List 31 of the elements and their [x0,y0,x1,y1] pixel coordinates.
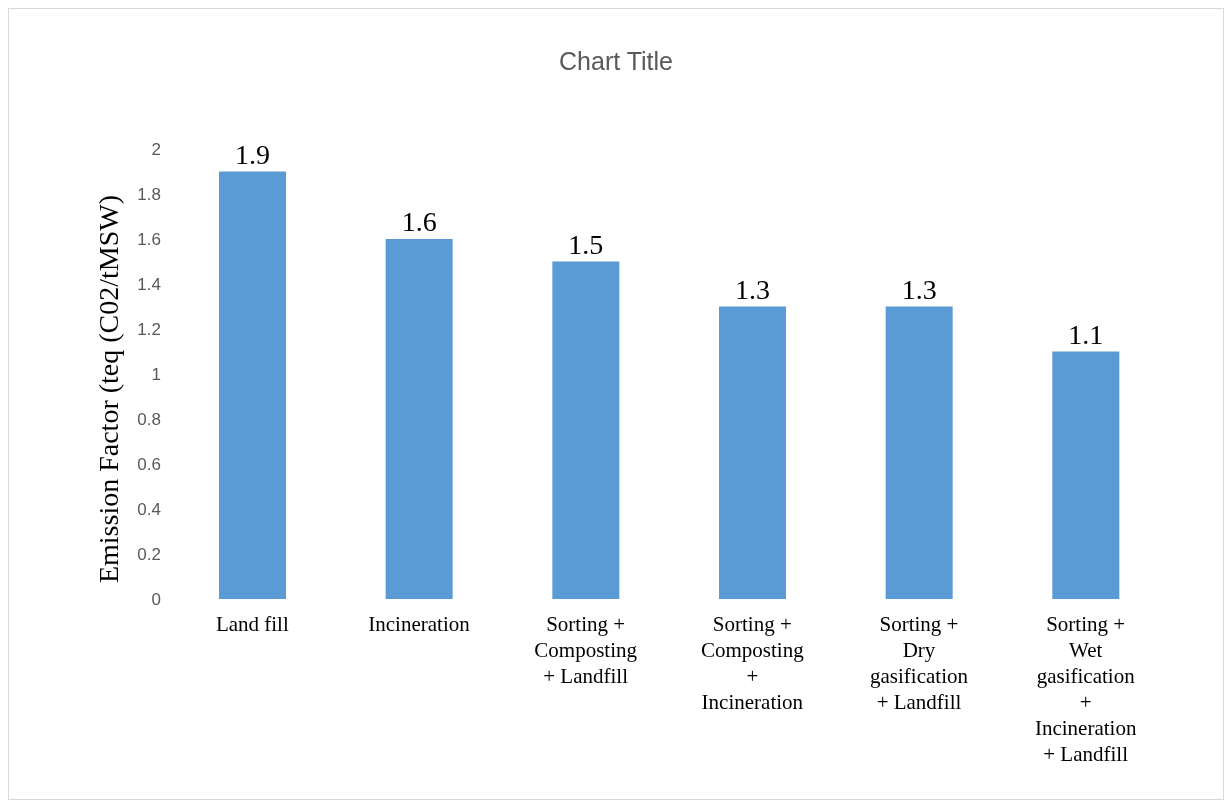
x-tick-label: Sorting + Composting + Incineration [700,612,805,714]
bar [885,306,953,599]
y-tick-label: 0 [151,590,161,610]
y-tick-label: 0.6 [137,455,161,475]
data-label: 1.6 [401,206,437,237]
x-tick-label: Sorting + Wet gasification + Incineration + Landfill [1034,612,1137,766]
y-tick-label: 0.4 [137,500,161,520]
y-tick-label: 1.8 [137,185,161,205]
y-tick-label: 1.4 [137,275,161,295]
x-tick-label: Sorting + Dry gasification + Landfill [870,612,969,714]
data-label: 1.9 [235,138,270,170]
x-tick-label: Sorting + Composting + Landfill [534,612,638,688]
y-axis-title: Emission Factor (teq (C02/tMSW) [93,194,125,584]
bar [219,171,286,599]
bar [719,306,786,599]
bar [552,261,620,599]
data-label: 1.1 [1068,318,1104,350]
y-tick-label: 0.2 [137,545,161,565]
y-tick-label: 1 [151,365,161,385]
y-tick-label: 1.2 [137,320,161,340]
bar [1052,351,1120,599]
data-label: 1.3 [901,273,937,305]
y-tick-label: 1.6 [137,230,161,250]
data-label: 1.3 [735,273,770,305]
data-label: 1.5 [568,228,604,260]
bar [385,239,453,599]
y-tick-label: 2 [151,140,161,160]
x-tick-label: Incineration [368,612,471,636]
y-tick-label: 0.8 [137,410,161,430]
chart-title: Chart Title [558,47,674,76]
x-tick-label: Land fill [215,612,289,636]
